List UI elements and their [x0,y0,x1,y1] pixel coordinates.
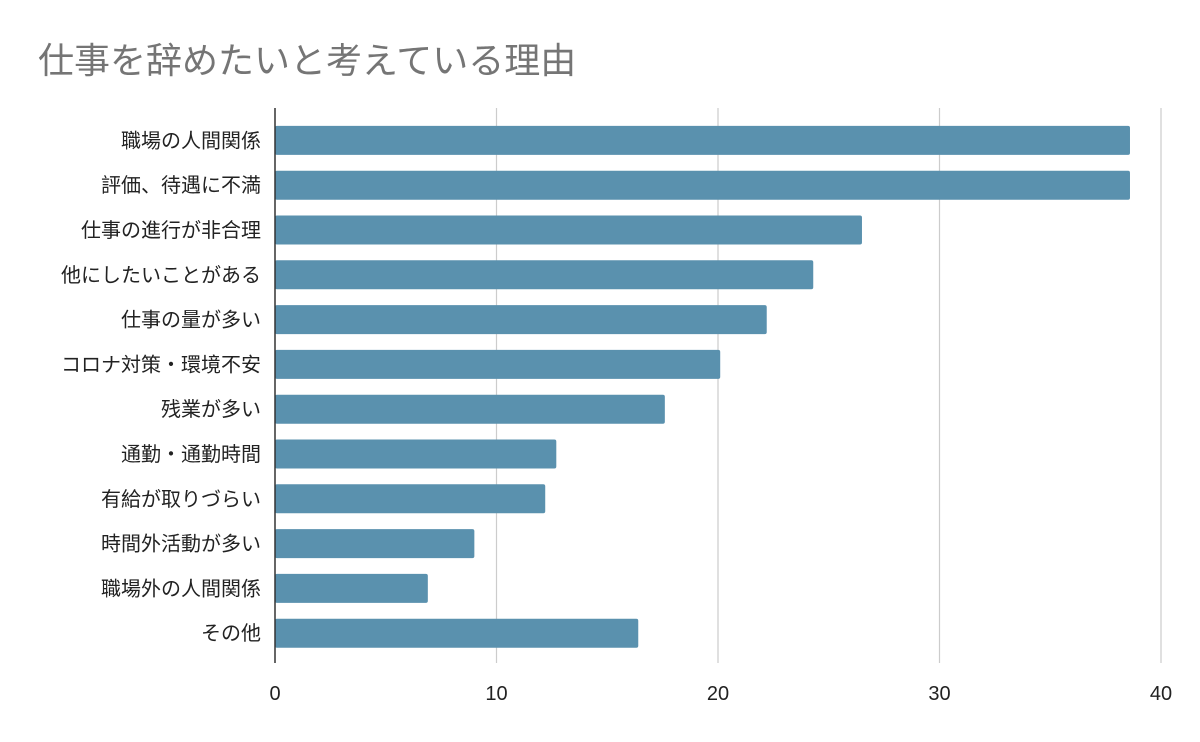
bar [275,125,1130,155]
category-label: その他 [201,621,261,645]
category-label: 職場外の人間関係 [101,576,261,600]
chart-title: 仕事を辞めたいと考えている理由 [38,41,577,82]
x-tick-label: 30 [928,683,950,705]
x-tick-label: 20 [707,683,729,705]
bars [275,125,1130,648]
category-label: 通勤・通勤時間 [121,442,261,466]
bar [275,305,767,335]
category-label: 他にしたいことがある [61,263,261,287]
bar [275,349,721,379]
x-tick-labels: 0 10 20 30 40 [269,683,1172,705]
bar [275,394,665,424]
gridlines [495,108,1162,663]
bar [275,484,546,514]
x-tick-label: 40 [1150,683,1172,705]
category-label: 残業が多い [161,397,261,421]
x-tick-label: 10 [485,683,507,705]
bar [275,170,1130,200]
bar [275,529,475,559]
category-label: コロナ対策・環境不安 [61,352,261,376]
category-labels: 職場の人間関係評価、待遇に不満仕事の進行が非合理他にしたいことがある仕事の量が多… [61,128,261,645]
x-tick-label: 0 [269,683,280,705]
category-label: 評価、待遇に不満 [101,173,261,197]
bar [275,215,862,245]
bar [275,618,639,648]
bar [275,260,814,290]
category-label: 時間外活動が多い [101,532,261,556]
category-label: 有給が取りづらい [101,487,261,511]
category-label: 仕事の量が多い [121,308,261,332]
bar [275,573,428,603]
bar [275,439,557,469]
category-label: 職場の人間関係 [121,128,261,152]
category-label: 仕事の進行が非合理 [81,218,261,242]
